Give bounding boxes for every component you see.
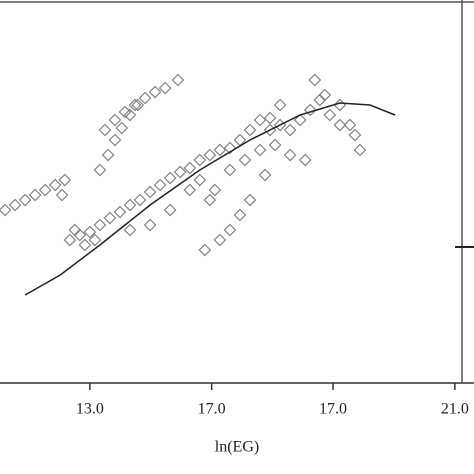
- scatter-point: [28, 188, 42, 202]
- scatter-point: [308, 73, 322, 87]
- x-tick-label: 21.0: [441, 401, 469, 418]
- scatter-point: [123, 223, 137, 237]
- scatter-point: [118, 105, 132, 119]
- x-tick-label: 17.0: [319, 401, 347, 418]
- scatter-point: [171, 73, 185, 87]
- scatter-point: [93, 218, 107, 232]
- scatter-point: [333, 118, 347, 132]
- scatter-point: [283, 123, 297, 137]
- scatter-point: [208, 183, 222, 197]
- scatter-point: [18, 193, 32, 207]
- scatter-point: [58, 173, 72, 187]
- scatter-point: [293, 113, 307, 127]
- scatter-point: [348, 128, 362, 142]
- scatter-point: [243, 193, 257, 207]
- scatter-point: [131, 98, 145, 112]
- scatter-point: [193, 173, 207, 187]
- scatter-point: [203, 193, 217, 207]
- scatter-point: [48, 178, 62, 192]
- scatter-point: [98, 123, 112, 137]
- scatter-point: [108, 133, 122, 147]
- scatter-point: [303, 103, 317, 117]
- scatter-point: [143, 218, 157, 232]
- fit-line: [24, 102, 396, 296]
- x-tick-label: 17.0: [198, 401, 226, 418]
- scatter-point: [333, 98, 347, 112]
- scatter-point: [143, 185, 157, 199]
- scatter-point: [123, 108, 137, 122]
- scatter-point: [318, 88, 332, 102]
- scatter-point: [138, 91, 152, 105]
- scatter-point: [198, 243, 212, 257]
- scatter-point: [223, 163, 237, 177]
- scatter-point: [298, 153, 312, 167]
- scatter-point: [163, 171, 177, 185]
- scatter-point: [233, 208, 247, 222]
- scatter-point: [115, 121, 129, 135]
- scatter-point: [343, 118, 357, 132]
- scatter-point: [353, 143, 367, 157]
- scatter-point: [283, 148, 297, 162]
- scatter-point: [73, 228, 87, 242]
- scatter-point: [38, 183, 52, 197]
- scatter-point: [323, 108, 337, 122]
- scatter-point: [258, 168, 272, 182]
- scatter-point: [55, 188, 69, 202]
- scatter-point: [153, 178, 167, 192]
- scatter-point: [203, 148, 217, 162]
- scatter-point: [273, 98, 287, 112]
- scatter-point: [223, 223, 237, 237]
- scatter-point: [68, 223, 82, 237]
- scatter-point: [128, 98, 142, 112]
- scatter-point: [158, 81, 172, 95]
- scatter-point: [313, 93, 327, 107]
- scatter-point: [93, 163, 107, 177]
- scatter-point: [213, 143, 227, 157]
- scatter-point: [63, 233, 77, 247]
- scatter-point: [163, 203, 177, 217]
- x-axis-label: ln(EG): [215, 439, 259, 456]
- scatter-point: [108, 113, 122, 127]
- scatter-point: [183, 183, 197, 197]
- scatter-point: [103, 211, 117, 225]
- scatter-point: [133, 193, 147, 207]
- scatter-point: [263, 111, 277, 125]
- scatter-point: [88, 233, 102, 247]
- scatter-point: [243, 123, 257, 137]
- scatter-point: [253, 143, 267, 157]
- x-tick-label: 13.0: [76, 401, 104, 418]
- scatter-point: [223, 141, 237, 155]
- scatter-point: [148, 85, 162, 99]
- scatter-point: [193, 153, 207, 167]
- scatter-point: [183, 161, 197, 175]
- scatter-point: [8, 198, 22, 212]
- scatter-point: [78, 238, 92, 252]
- scatter-point: [268, 138, 282, 152]
- scatter-point: [213, 233, 227, 247]
- scatter-point: [0, 203, 12, 217]
- scatter-point: [113, 205, 127, 219]
- scatter-point: [101, 148, 115, 162]
- scatter-point: [253, 113, 267, 127]
- scatter-point: [173, 165, 187, 179]
- scatter-point: [83, 225, 97, 239]
- scatter-point: [238, 153, 252, 167]
- scatter-point: [123, 198, 137, 212]
